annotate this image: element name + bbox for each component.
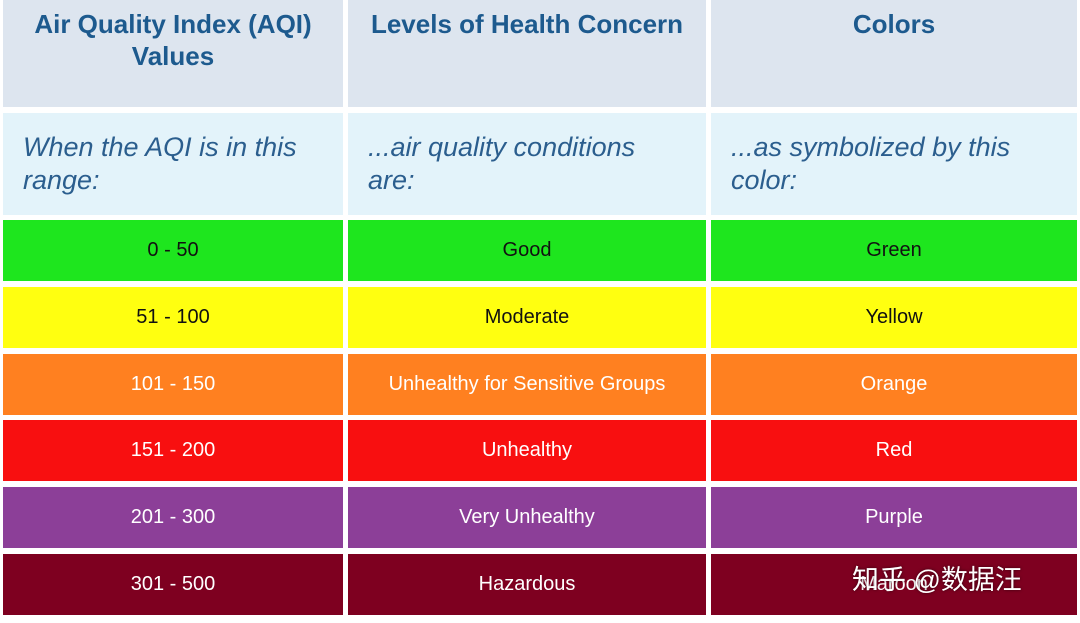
data-cell: Unhealthy for Sensitive Groups (348, 354, 706, 415)
data-cell: 0 - 50 (3, 220, 343, 281)
data-cell: 151 - 200 (3, 420, 343, 481)
data-cell: Unhealthy (348, 420, 706, 481)
data-cell: 101 - 150 (3, 354, 343, 415)
data-cell: Hazardous (348, 554, 706, 615)
data-cell: 301 - 500 (3, 554, 343, 615)
header-cell: Air Quality Index (AQI) Values (3, 0, 343, 107)
subheader-cell: ...air quality conditions are: (348, 113, 706, 215)
data-cell: Green (711, 220, 1077, 281)
data-cell: 51 - 100 (3, 287, 343, 348)
data-cell: Purple (711, 487, 1077, 548)
data-cell: Yellow (711, 287, 1077, 348)
header-cell: Levels of Health Concern (348, 0, 706, 107)
data-cell: Moderate (348, 287, 706, 348)
data-cell: 201 - 300 (3, 487, 343, 548)
data-cell: Good (348, 220, 706, 281)
subheader-cell: When the AQI is in this range: (3, 113, 343, 215)
data-cell: Red (711, 420, 1077, 481)
header-cell: Colors (711, 0, 1077, 107)
watermark: 知乎 @数据汪 (852, 565, 1022, 595)
data-cell: Orange (711, 354, 1077, 415)
data-cell: Very Unhealthy (348, 487, 706, 548)
data-cell: Maroon (711, 554, 1077, 615)
subheader-cell: ...as symbolized by this color: (711, 113, 1077, 215)
